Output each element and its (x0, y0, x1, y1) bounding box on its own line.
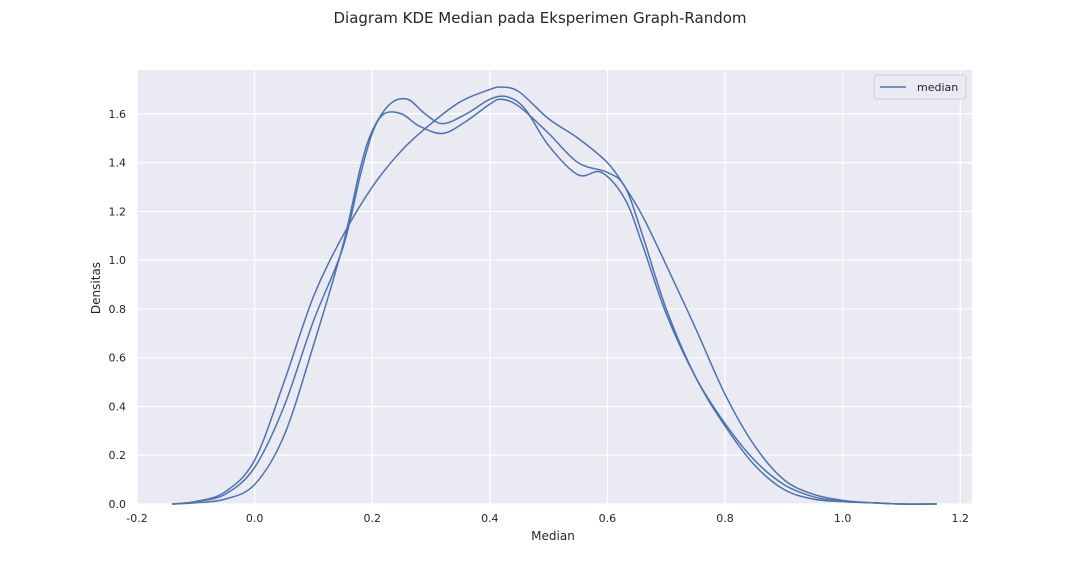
x-tick-label: -0.2 (126, 512, 147, 525)
x-axis-label: Median (531, 529, 575, 543)
chart-title: Diagram KDE Median pada Eksperimen Graph… (333, 9, 746, 27)
y-tick-label: 0.0 (109, 498, 127, 511)
y-tick-label: 1.6 (109, 108, 127, 121)
kde-series-line-2 (172, 95, 937, 505)
y-tick-labels: 0.0 0.2 0.4 0.6 0.8 1.0 1.2 1.4 1.6 (109, 108, 127, 511)
legend-box (873, 74, 967, 100)
y-tick-label: 0.8 (109, 303, 127, 316)
y-tick-label: 0.6 (109, 352, 127, 365)
kde-lines (172, 86, 937, 505)
plot-area (137, 70, 972, 504)
x-tick-label: 1.2 (951, 512, 969, 525)
y-tick-label: 1.2 (109, 205, 127, 218)
x-tick-label: 0.4 (481, 512, 499, 525)
y-tick-label: 1.0 (109, 254, 127, 267)
x-tick-label: 0.2 (363, 512, 381, 525)
legend-label: median (917, 81, 958, 94)
x-tick-label: 0.6 (599, 512, 617, 525)
kde-series-line-3 (172, 86, 937, 505)
y-tick-label: 1.4 (109, 157, 127, 170)
x-tick-label: 0.0 (246, 512, 264, 525)
x-tick-label: 1.0 (834, 512, 852, 525)
legend: median (873, 74, 967, 100)
x-tick-label: 0.8 (716, 512, 734, 525)
x-tick-labels: -0.2 0.0 0.2 0.4 0.6 0.8 1.0 1.2 (126, 512, 969, 525)
y-tick-label: 0.4 (109, 400, 127, 413)
y-tick-label: 0.2 (109, 449, 127, 462)
y-axis-label: Densitas (89, 262, 103, 314)
kde-series-line-1 (172, 98, 937, 505)
